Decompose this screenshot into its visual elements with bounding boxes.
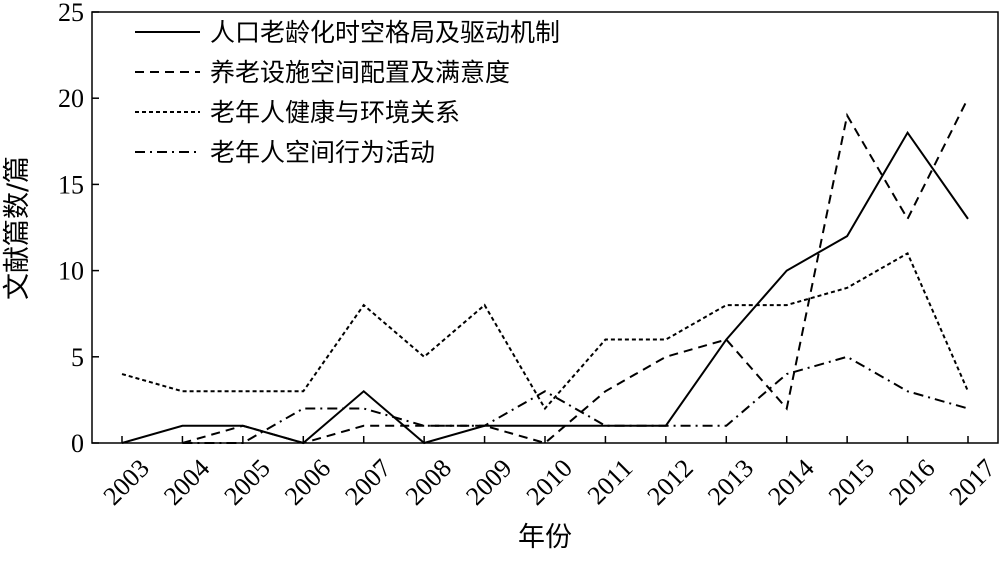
legend-label: 人口老龄化时空格局及驱动机制 <box>210 18 560 47</box>
x-tick-label: 2011 <box>582 453 639 510</box>
series-line <box>121 130 969 445</box>
x-tick-label: 2017 <box>944 453 1000 510</box>
x-tick-label: 2006 <box>279 453 336 510</box>
y-tick-label: 25 <box>58 0 84 27</box>
x-tick-label: 2010 <box>521 453 578 510</box>
y-axis-label: 文献篇数/篇 <box>2 156 33 300</box>
y-tick-label: 0 <box>71 429 84 458</box>
series-line <box>182 97 969 445</box>
x-tick-label: 2014 <box>762 453 819 510</box>
x-tick-label: 2009 <box>460 453 517 510</box>
y-tick-label: 15 <box>58 170 84 199</box>
x-tick-label: 2005 <box>219 453 276 510</box>
x-tick-label: 2013 <box>702 453 759 510</box>
x-tick-label: 2003 <box>98 453 155 510</box>
x-tick-label: 2004 <box>158 453 215 510</box>
x-tick-label: 2012 <box>642 453 699 510</box>
x-tick-label: 2007 <box>339 453 396 510</box>
x-tick-label: 2008 <box>400 453 457 510</box>
legend-label: 养老设施空间配置及满意度 <box>210 58 510 87</box>
x-axis-label: 年份 <box>518 522 572 553</box>
legend-label: 老年人空间行为活动 <box>210 138 435 167</box>
series-line <box>121 251 969 411</box>
y-tick-label: 20 <box>58 84 84 113</box>
x-tick-label: 2016 <box>883 453 940 510</box>
series-line <box>182 355 969 444</box>
x-tick-label: 2015 <box>823 453 880 510</box>
legend-label: 老年人健康与环境关系 <box>210 98 460 127</box>
y-tick-label: 5 <box>71 343 84 372</box>
y-tick-label: 10 <box>58 257 84 286</box>
